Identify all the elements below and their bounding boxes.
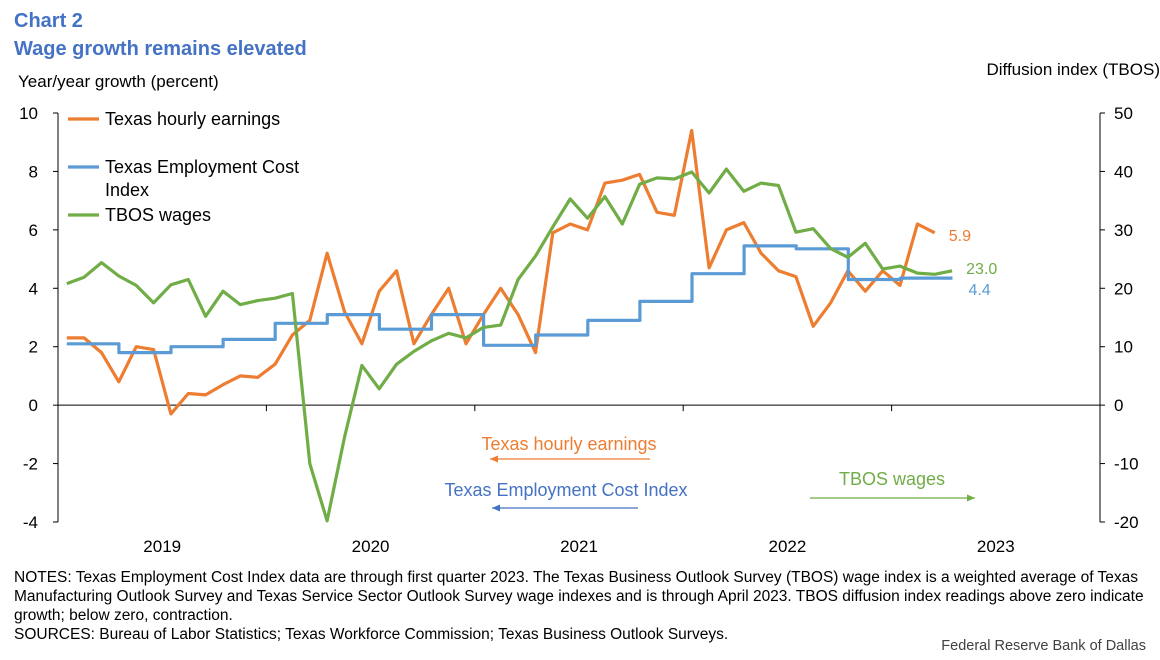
legend-label: Texas Employment Cost [105, 157, 299, 177]
series-line-texas-hourly-earnings [66, 128, 936, 416]
right-tick-label: 20 [1114, 279, 1133, 298]
annotation-label: TBOS wages [839, 469, 945, 489]
series-line-texas-employment-cost-index [66, 244, 953, 355]
left-tick-label: 6 [29, 221, 38, 240]
left-tick-label: 0 [29, 396, 38, 415]
annotation-arrow-head [490, 455, 498, 463]
right-tick-label: 0 [1114, 396, 1123, 415]
x-tick-label: 2020 [352, 537, 390, 556]
series-line-tbos-wages [66, 167, 953, 523]
right-tick-label: 40 [1114, 162, 1133, 181]
annotation-label: Texas Employment Cost Index [444, 480, 687, 500]
x-tick-label: 2021 [560, 537, 598, 556]
annotation-arrow-head [492, 504, 500, 512]
annotation-label: Texas hourly earnings [481, 434, 656, 454]
end-value-label: 4.4 [968, 282, 990, 299]
right-tick-label: 10 [1114, 338, 1133, 357]
right-tick-label: -10 [1114, 455, 1139, 474]
chart-title: Wage growth remains elevated [14, 38, 307, 60]
left-tick-label: 2 [29, 338, 38, 357]
x-tick-label: 2022 [768, 537, 806, 556]
right-tick-label: -20 [1114, 513, 1139, 532]
legend-label: TBOS wages [105, 205, 211, 225]
x-tick-label: 2019 [143, 537, 181, 556]
left-axis-title: Year/year growth (percent) [18, 72, 219, 91]
source-credit: Federal Reserve Bank of Dallas [941, 638, 1146, 654]
legend-label: Index [105, 180, 149, 200]
left-tick-label: -4 [23, 513, 38, 532]
left-tick-label: -2 [23, 455, 38, 474]
end-value-label: 5.9 [949, 228, 971, 245]
right-tick-label: 30 [1114, 221, 1133, 240]
chart-label: Chart 2 [14, 10, 83, 32]
legend-label: Texas hourly earnings [105, 109, 280, 129]
left-tick-label: 8 [29, 162, 38, 181]
x-tick-label: 2023 [977, 537, 1015, 556]
notes-text: NOTES: Texas Employment Cost Index data … [14, 569, 1144, 643]
right-tick-label: 50 [1114, 104, 1133, 123]
annotation-arrow-head [967, 494, 975, 502]
left-tick-label: 10 [19, 104, 38, 123]
end-value-label: 23.0 [966, 261, 997, 278]
right-axis-title: Diffusion index (TBOS) [986, 60, 1160, 79]
left-tick-label: 4 [29, 279, 38, 298]
